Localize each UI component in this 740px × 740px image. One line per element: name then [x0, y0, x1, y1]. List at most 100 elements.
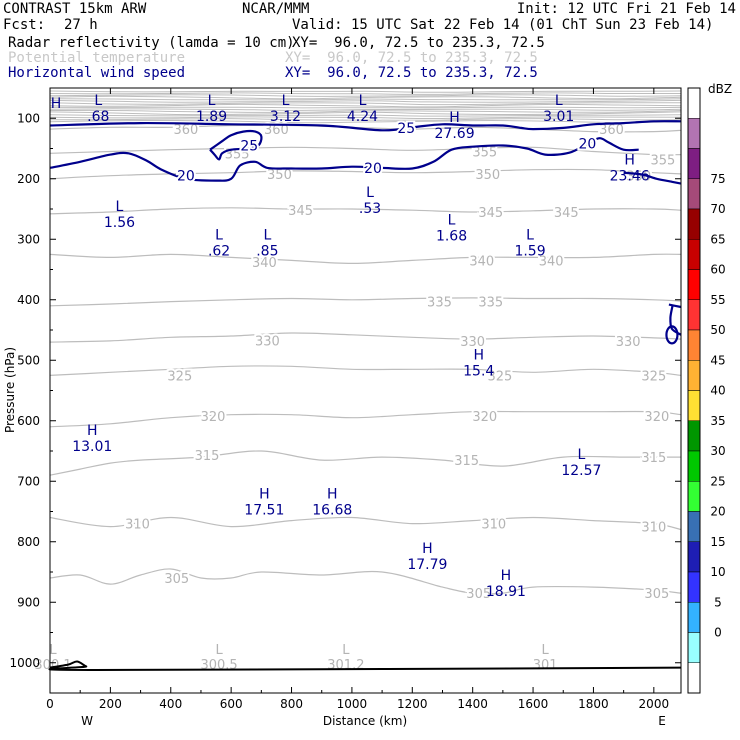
- theta-label: 305: [644, 587, 669, 602]
- x-tick-label: 1800: [578, 697, 609, 711]
- wind-contour-label: 25: [397, 121, 415, 137]
- wind-extremum-kind: H: [501, 568, 512, 584]
- theta-contour-310: [49, 516, 682, 531]
- theta-label: 345: [288, 204, 313, 219]
- wind-extremum: H17.79: [407, 541, 447, 573]
- extrema-labels: L.68L1.89L3.12L4.24L3.01H27.69H23.46L1.5…: [34, 93, 649, 673]
- x-tick-label: 1000: [337, 697, 368, 711]
- x-tick-label: 600: [220, 697, 243, 711]
- wind-extremum-value: 18.91: [486, 584, 526, 600]
- theta-stack-line: [49, 102, 682, 106]
- wind-extremum: H15.4: [463, 347, 494, 379]
- colorbar-level-label: 25: [710, 474, 725, 488]
- x-axis-title: Distance (km): [323, 714, 407, 728]
- theta-label: 355: [472, 146, 497, 161]
- theta-contour-340: [49, 253, 682, 265]
- theta-label: 340: [539, 254, 564, 269]
- fcst-label: Fcst:: [3, 17, 46, 33]
- field-xy-reflectivity: XY= 96.0, 72.5 to 235.3, 72.5: [292, 35, 545, 51]
- wind-extremum: L3.01: [543, 93, 574, 125]
- theta-label: 320: [644, 410, 669, 425]
- theta-stack-line: [49, 95, 682, 100]
- theta-stack-line: [49, 92, 682, 95]
- theta-extremum-kind: L: [215, 643, 223, 658]
- wind-extremum: L12.57: [561, 447, 601, 479]
- colorbar-unit: dBZ: [708, 82, 732, 96]
- theta-label: 330: [616, 335, 641, 350]
- wind-extremum-kind: L: [116, 199, 124, 215]
- theta-label: 360: [264, 123, 289, 138]
- theta-label: 335: [478, 296, 503, 311]
- wind-extremum-value: .68: [87, 109, 109, 125]
- y-tick-label: 500: [17, 353, 40, 367]
- wind-extremum-kind: H: [449, 110, 460, 126]
- colorbar-swatch: [687, 269, 701, 300]
- y-axis-title: Pressure (hPa): [3, 347, 17, 433]
- theta-label: 360: [173, 123, 198, 138]
- wind-extremum: H27.69: [435, 110, 475, 142]
- theta-stack-line: [49, 94, 682, 97]
- colorbar-swatch: [687, 450, 701, 482]
- colorbar-swatch: [687, 178, 701, 210]
- theta-label: 355: [650, 153, 675, 168]
- colorbar-swatch: [687, 662, 701, 694]
- wind-extremum: L.53: [359, 185, 381, 217]
- wind-extremum-kind: L: [577, 447, 585, 463]
- y-tick-label: 100: [17, 111, 40, 125]
- field-name-reflectivity: Radar reflectivity (lamda = 10 cm): [8, 35, 295, 51]
- wind-extremum-kind: L: [94, 93, 102, 109]
- field-name-wind: Horizontal wind speed: [8, 65, 186, 81]
- y-tick-label: 1000: [9, 656, 40, 670]
- x-tick-label: 400: [159, 697, 182, 711]
- theta-label: 320: [472, 410, 497, 425]
- theta-extremum-kind: L: [342, 643, 350, 658]
- wind-extremum-kind: H: [624, 152, 635, 168]
- wind-extremum-value: 15.4: [463, 363, 494, 379]
- colorbar-swatch: [687, 118, 701, 149]
- wind-extremum-kind: L: [215, 227, 223, 243]
- wind-extremum-kind: H: [259, 486, 270, 502]
- theta-label: 335: [427, 296, 452, 311]
- wind-extremum-value: 1.89: [196, 109, 227, 125]
- wind-extremum: H: [51, 96, 62, 112]
- x-tick-label: 800: [280, 697, 303, 711]
- theta-label: 350: [475, 168, 500, 183]
- theta-contour-330: [49, 332, 682, 343]
- wind-extremum: L4.24: [347, 93, 378, 125]
- wind-extremum-kind: L: [366, 185, 374, 201]
- field-name-theta: Potential temperature: [8, 50, 186, 66]
- colorbar-swatch: [687, 632, 701, 663]
- colorbar-level-label: 70: [710, 202, 725, 216]
- model-title: CONTRAST 15km ARW: [3, 1, 147, 17]
- wind-contour: [209, 129, 263, 161]
- theta-label: 315: [641, 451, 666, 466]
- colorbar-level-label: 20: [710, 505, 725, 519]
- y-tick-label: 300: [17, 232, 40, 246]
- colorbar-level-label: 65: [710, 232, 725, 246]
- valid-time: Valid: 15 UTC Sat 22 Feb 14 (01 ChT Sun …: [292, 17, 714, 33]
- wind-extremum-value: .85: [256, 243, 278, 259]
- wind-extremum-kind: L: [555, 93, 563, 109]
- wind-extremum-value: 12.57: [561, 463, 601, 479]
- wind-extremum-value: .53: [359, 201, 381, 217]
- theta-contours: [49, 124, 682, 595]
- x-tick-label: 1400: [457, 697, 488, 711]
- colorbar-level-label: 55: [710, 293, 725, 307]
- terrain-line: [48, 660, 682, 672]
- theta-label: 325: [167, 369, 192, 384]
- wind-extremum: H16.68: [312, 486, 352, 518]
- theta-label: 360: [599, 123, 624, 138]
- wind-extremum-kind: L: [526, 227, 534, 243]
- theta-extremum-value: 301: [533, 658, 558, 673]
- wind-contour-label: 20: [578, 137, 596, 153]
- x-tick-label: 0: [46, 697, 54, 711]
- wind-extremum: L.85: [256, 227, 278, 259]
- theta-stack-line: [49, 109, 682, 113]
- theta-label: 345: [478, 206, 503, 221]
- colorbar-level-label: 15: [710, 535, 725, 549]
- wind-extremum-value: 3.12: [270, 109, 301, 125]
- y-tick-label: 600: [17, 414, 40, 428]
- theta-stack-line: [49, 119, 682, 124]
